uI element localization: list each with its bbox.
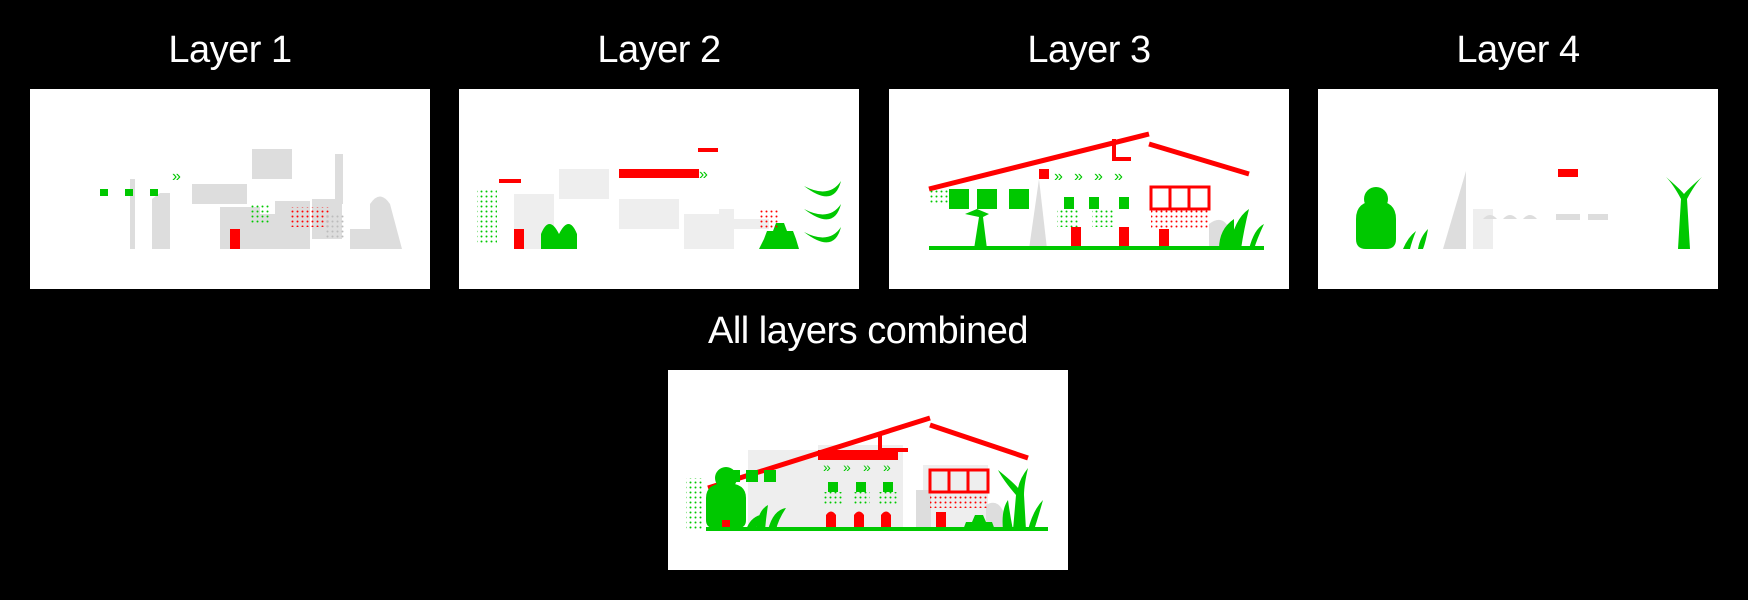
svg-text:»: »: [883, 459, 891, 475]
layer-3-illustration: » » » »: [928, 131, 1264, 250]
layer-1-panel: »: [30, 89, 430, 289]
svg-text:»: »: [1054, 168, 1063, 185]
layer-4-illustration: [1356, 169, 1702, 249]
combined-title: All layers combined: [708, 310, 1028, 352]
layer-1-title: Layer 1: [168, 29, 292, 71]
svg-text:»: »: [863, 459, 871, 475]
layer-3-panel: » » » »: [889, 89, 1289, 289]
svg-text:»: »: [823, 459, 831, 475]
layer-3-title: Layer 3: [1027, 29, 1151, 71]
combined-panel: » » » »: [668, 370, 1068, 570]
svg-text:»: »: [1114, 168, 1123, 185]
layer-2-illustration: »: [477, 148, 841, 249]
layer-4-panel: [1318, 89, 1718, 289]
svg-text:»: »: [1094, 168, 1103, 185]
svg-text:»: »: [699, 166, 708, 183]
svg-text:»: »: [172, 168, 181, 185]
layer-2-title: Layer 2: [597, 29, 721, 71]
layer-4-title: Layer 4: [1456, 29, 1580, 71]
layer-2-panel: »: [459, 89, 859, 289]
combined-illustration: » » » »: [686, 415, 1048, 531]
layer-1-illustration: »: [100, 149, 402, 249]
svg-text:»: »: [843, 459, 851, 475]
svg-text:»: »: [1074, 168, 1083, 185]
